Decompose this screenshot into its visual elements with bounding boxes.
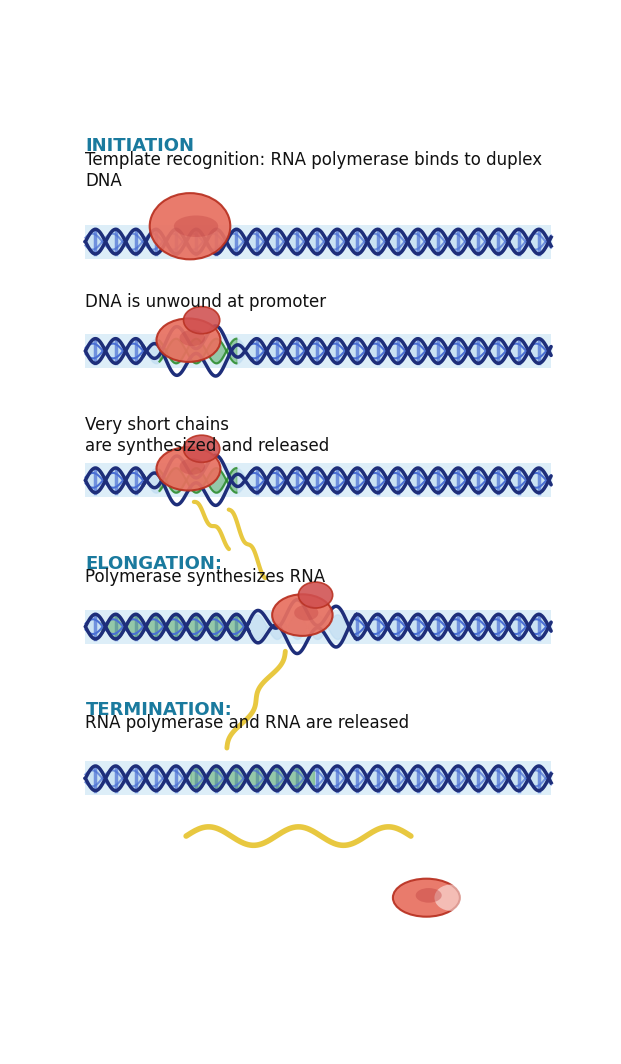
- Ellipse shape: [150, 194, 230, 260]
- FancyBboxPatch shape: [85, 225, 551, 259]
- Text: DNA is unwound at promoter: DNA is unwound at promoter: [85, 294, 327, 312]
- Ellipse shape: [435, 884, 468, 911]
- Text: INITIATION: INITIATION: [85, 137, 194, 155]
- FancyBboxPatch shape: [85, 334, 551, 368]
- Ellipse shape: [272, 595, 333, 636]
- Text: TERMINATION:: TERMINATION:: [85, 701, 232, 719]
- Ellipse shape: [184, 306, 220, 334]
- Ellipse shape: [294, 605, 319, 620]
- Ellipse shape: [415, 888, 442, 902]
- Ellipse shape: [156, 447, 220, 491]
- Text: ELONGATION:: ELONGATION:: [85, 555, 222, 573]
- Ellipse shape: [393, 879, 460, 917]
- FancyBboxPatch shape: [85, 610, 551, 644]
- FancyBboxPatch shape: [85, 762, 551, 795]
- Text: Template recognition: RNA polymerase binds to duplex
DNA: Template recognition: RNA polymerase bin…: [85, 151, 543, 189]
- Ellipse shape: [174, 216, 218, 237]
- Ellipse shape: [299, 582, 333, 608]
- Text: Very short chains
are synthesized and released: Very short chains are synthesized and re…: [85, 416, 330, 455]
- Ellipse shape: [156, 318, 220, 362]
- Ellipse shape: [179, 330, 205, 346]
- Ellipse shape: [179, 459, 205, 475]
- Text: Polymerase synthesizes RNA: Polymerase synthesizes RNA: [85, 568, 325, 586]
- Text: RNA polymerase and RNA are released: RNA polymerase and RNA are released: [85, 714, 409, 732]
- FancyBboxPatch shape: [85, 464, 551, 497]
- Ellipse shape: [184, 435, 220, 463]
